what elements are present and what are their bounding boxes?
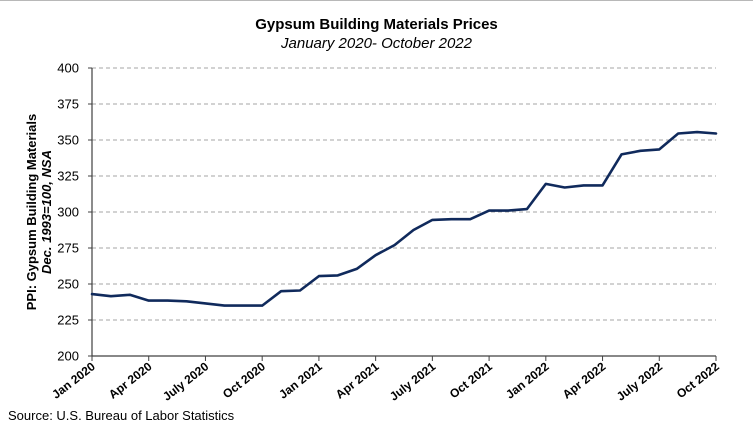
x-tick-label: Jan 2022: [503, 359, 552, 401]
series-line: [90, 130, 718, 307]
x-tick-label: Apr 2020: [106, 359, 155, 401]
x-tick-label: Jan 2021: [276, 359, 325, 401]
y-tick-label: 250: [57, 277, 79, 292]
chart-title: Gypsum Building Materials Prices: [255, 16, 498, 33]
y-tick-label: 400: [57, 61, 79, 76]
y-tick-label: 200: [57, 349, 79, 364]
x-tick-labels: Jan 2020 Apr 2020 July 2020 Oct 2020 Jan 202…: [49, 359, 722, 404]
chart-subtitle: January 2020- October 2022: [281, 35, 472, 52]
x-tick-label: July 2020: [160, 359, 211, 404]
x-tick-label: Apr 2021: [333, 359, 382, 401]
series-group: [90, 130, 718, 307]
y-tick-label: 275: [57, 241, 79, 256]
x-tick-label: Oct 2021: [447, 359, 495, 401]
x-tick-label: Jan 2020: [49, 359, 98, 401]
y-tick-labels: 200 225 250 275 300 325 350 375 400: [57, 61, 79, 364]
x-tick-label: Apr 2022: [560, 359, 609, 401]
top-border: [0, 0, 753, 1]
y-tick-label: 300: [57, 205, 79, 220]
x-tick-label: Oct 2022: [674, 359, 722, 401]
x-tick-label: Oct 2020: [220, 359, 268, 401]
x-tick-label: July 2022: [614, 359, 665, 404]
y-tick-label: 375: [57, 97, 79, 112]
axes: [88, 67, 717, 361]
source-note: Source: U.S. Bureau of Labor Statistics: [8, 408, 235, 423]
gridlines: [92, 67, 716, 321]
y-tick-label: 225: [57, 313, 79, 328]
y-tick-label: 325: [57, 169, 79, 184]
y-tick-label: 350: [57, 133, 79, 148]
x-tick-label: July 2021: [387, 359, 438, 404]
